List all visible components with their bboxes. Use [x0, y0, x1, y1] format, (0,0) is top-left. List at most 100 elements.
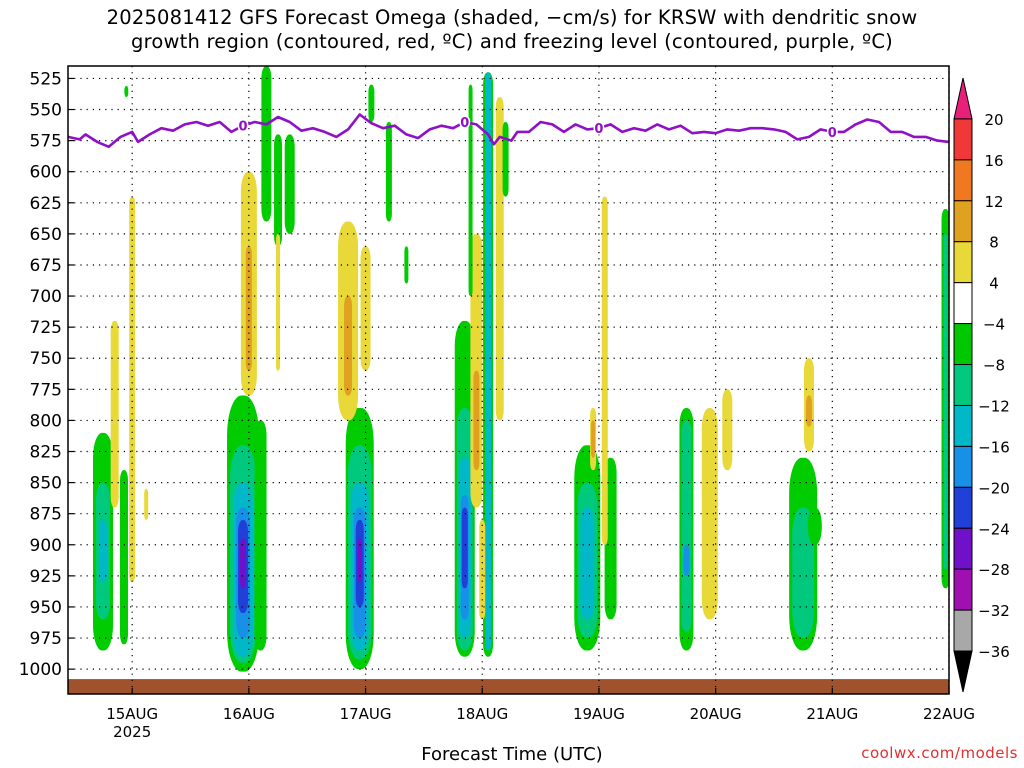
freezing-level-label-3: 0 [828, 126, 837, 141]
omega-region-33-1 [792, 507, 815, 639]
omega-region-0-2 [99, 519, 108, 583]
omega-region-1-0 [120, 470, 129, 645]
y-tick-label-650: 650 [30, 225, 62, 245]
colorbar-swatch-12 [953, 568, 973, 611]
y-tick-label-725: 725 [30, 318, 62, 338]
y-tick-label-625: 625 [30, 194, 62, 214]
plot-frame [67, 65, 950, 695]
omega-region-11-0 [284, 134, 295, 234]
omega-region-17-0 [404, 246, 409, 284]
colorbar-label--12: −12 [978, 397, 1010, 415]
colorbar-top-arrow [953, 77, 973, 120]
y-tick-label-875: 875 [30, 505, 62, 525]
colorbar-swatch-8 [953, 404, 973, 447]
colorbar-label--16: −16 [978, 438, 1010, 456]
colorbar-swatch-10 [953, 486, 973, 529]
x-tick-label-20AUG: 20AUG [690, 705, 742, 723]
y-tick-label-700: 700 [30, 287, 62, 307]
y-tick-label-850: 850 [30, 474, 62, 494]
omega-region-23-0 [495, 97, 504, 421]
colorbar-swatch-1 [953, 118, 973, 161]
omega-region-18-0 [368, 84, 375, 122]
y-tick-label-800: 800 [30, 411, 62, 431]
omega-region-6-5 [240, 538, 247, 589]
omega-region-28-0 [601, 196, 608, 545]
colorbar-swatch-13 [953, 609, 973, 652]
colorbar-label--28: −28 [978, 561, 1010, 579]
colorbar-label-12: 12 [984, 193, 1003, 211]
y-tick-label-550: 550 [30, 101, 62, 121]
omega-region-19-4 [461, 507, 468, 589]
colorbar-label--36: −36 [978, 643, 1010, 661]
plot-border [67, 65, 950, 695]
omega-region-21-1 [485, 72, 492, 651]
omega-region-36-1 [943, 233, 948, 570]
x-tick-label-15AUG: 15AUG [106, 705, 158, 723]
omega-region-29-1 [591, 420, 596, 458]
omega-region-30-1 [681, 420, 692, 632]
freezing-level-line [67, 113, 950, 149]
omega-region-35-1 [805, 395, 812, 427]
x-axis-label: Forecast Time (UTC) [421, 744, 603, 765]
omega-region-31-0 [701, 407, 718, 620]
omega-region-26-2 [580, 507, 595, 620]
y-tick-label-675: 675 [30, 256, 62, 276]
omega-region-12-0 [276, 233, 281, 371]
y-tick-label-825: 825 [30, 443, 62, 463]
colorbar-label--32: −32 [978, 602, 1010, 620]
colorbar-swatch-3 [953, 200, 973, 243]
omega-region-14-1 [344, 296, 353, 396]
colorbar-label--20: −20 [978, 479, 1010, 497]
omega-region-3-1 [111, 389, 118, 483]
freezing-level-contour: 0 0 0 0 [67, 113, 950, 149]
colorbar-label--24: −24 [978, 520, 1010, 538]
freezing-level-label-2: 0 [594, 122, 603, 137]
ground-terrain [68, 679, 949, 694]
colorbar-label-4: 4 [989, 275, 999, 293]
colorbar-label-20: 20 [984, 111, 1003, 129]
chart-title: 2025081412 GFS Forecast Omega (shaded, −… [0, 6, 1024, 54]
omega-region-5-0 [124, 85, 129, 98]
colorbar-swatch-11 [953, 527, 973, 570]
x-axis: 15AUG 16AUG 17AUG 18AUG 19AUG 20AUG 21AUG 22AUG… [106, 688, 975, 741]
ground-surface [68, 679, 949, 694]
colorbar-swatch-4 [953, 241, 973, 284]
omega-region-13-5 [357, 538, 362, 583]
colorbar-swatch-9 [953, 445, 973, 488]
x-tick-label-22AUG: 22AUG [923, 705, 975, 723]
omega-region-16-0 [385, 121, 392, 222]
x-tick-label-17AUG: 17AUG [340, 705, 392, 723]
omega-region-32-0 [722, 389, 733, 471]
x-tick-label-16AUG: 16AUG [223, 705, 275, 723]
x-tick-label-19AUG: 19AUG [573, 705, 625, 723]
x-tick-label-18AUG: 18AUG [456, 705, 508, 723]
y-tick-label-525: 525 [30, 69, 62, 89]
omega-region-7-0 [254, 420, 267, 651]
omega-region-25-0 [479, 519, 486, 620]
colorbar: 20 16 12 8 4 −4 −8 −12 −16 −20 −24 −28 −32 −36 [953, 77, 1010, 693]
x-year-label: 2025 [113, 723, 151, 741]
omega-region-20-1 [473, 370, 480, 471]
y-tick-label-975: 975 [30, 629, 62, 649]
colorbar-label-8: 8 [989, 234, 999, 252]
colorbar-swatch-7 [953, 364, 973, 406]
colorbar-label--8: −8 [983, 357, 1005, 375]
colorbar-label-16: 16 [984, 152, 1003, 170]
omega-region-4-0 [144, 488, 149, 520]
omega-region-24-0 [502, 121, 509, 197]
y-axis: 525 550 575 600 625 650 675 700 725 750 775 800 825 8… [19, 69, 74, 680]
title-line-1: 2025081412 GFS Forecast Omega (shaded, −… [106, 6, 918, 29]
omega-region-22-0 [468, 84, 473, 297]
colorbar-label--4: −4 [983, 316, 1005, 334]
y-tick-label-775: 775 [30, 380, 62, 400]
omega-shading [93, 66, 950, 672]
colorbar-swatch-2 [953, 159, 973, 202]
omega-region-30-2 [683, 544, 690, 576]
freezing-level-label-1: 0 [460, 116, 469, 131]
omega-region-34-0 [807, 507, 822, 545]
colorbar-bottom-arrow [953, 650, 973, 693]
x-tick-label-21AUG: 21AUG [806, 705, 858, 723]
y-tick-label-900: 900 [30, 536, 62, 556]
colorbar-swatch-5 [953, 282, 973, 325]
